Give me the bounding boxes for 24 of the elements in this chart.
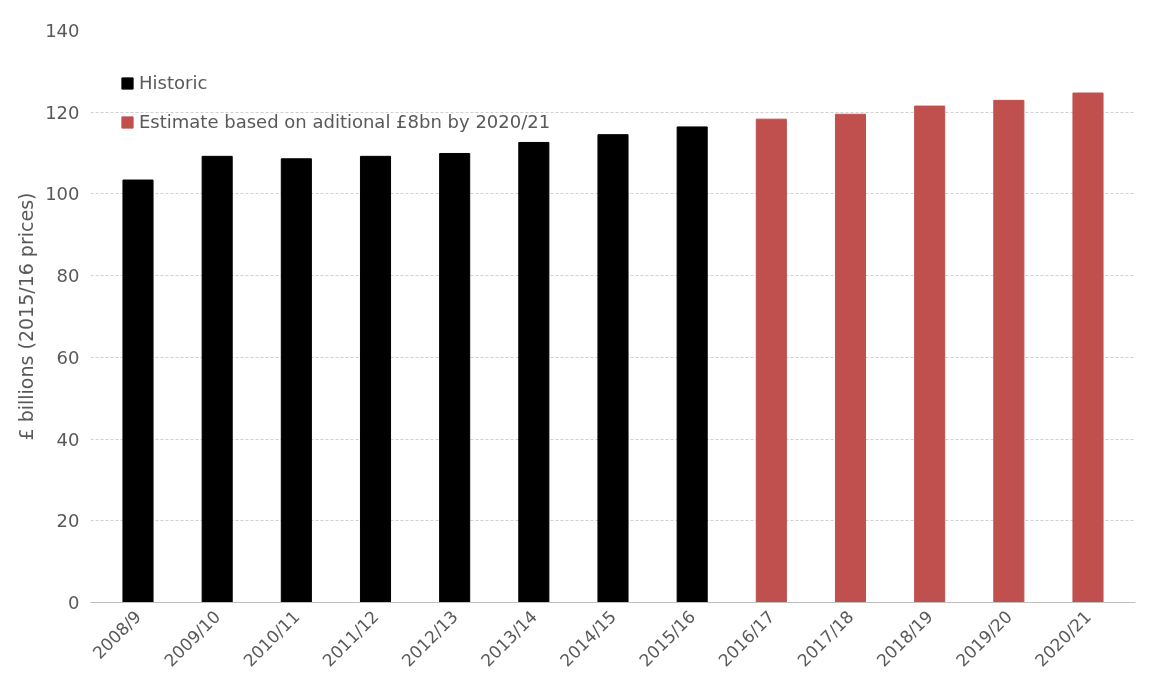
bar (122, 179, 154, 603)
bar (993, 99, 1025, 603)
bar (518, 141, 550, 603)
y-tick-label: 20 (56, 510, 80, 532)
bar (439, 152, 471, 603)
bar (1072, 92, 1104, 603)
y-tick-label: 80 (56, 265, 80, 287)
y-tick-label: 40 (56, 428, 80, 450)
y-tick-label: 0 (68, 592, 80, 613)
y-axis-title: £ billions (2015/16 prices) (15, 192, 38, 441)
legend-label: Estimate based on aditional £8bn by 2020/21 (139, 111, 551, 132)
legend-label: Historic (139, 72, 208, 93)
bar (597, 134, 629, 603)
bar (914, 105, 946, 603)
y-tick-label: 100 (45, 183, 80, 205)
bar (755, 118, 787, 603)
bar (359, 155, 392, 603)
bar (834, 113, 867, 603)
y-tick-label: 140 (45, 20, 80, 41)
bar (676, 126, 708, 603)
bar (280, 158, 312, 603)
y-tick-label: 120 (45, 101, 80, 123)
y-tick-label: 60 (56, 346, 80, 368)
bar (201, 155, 233, 603)
